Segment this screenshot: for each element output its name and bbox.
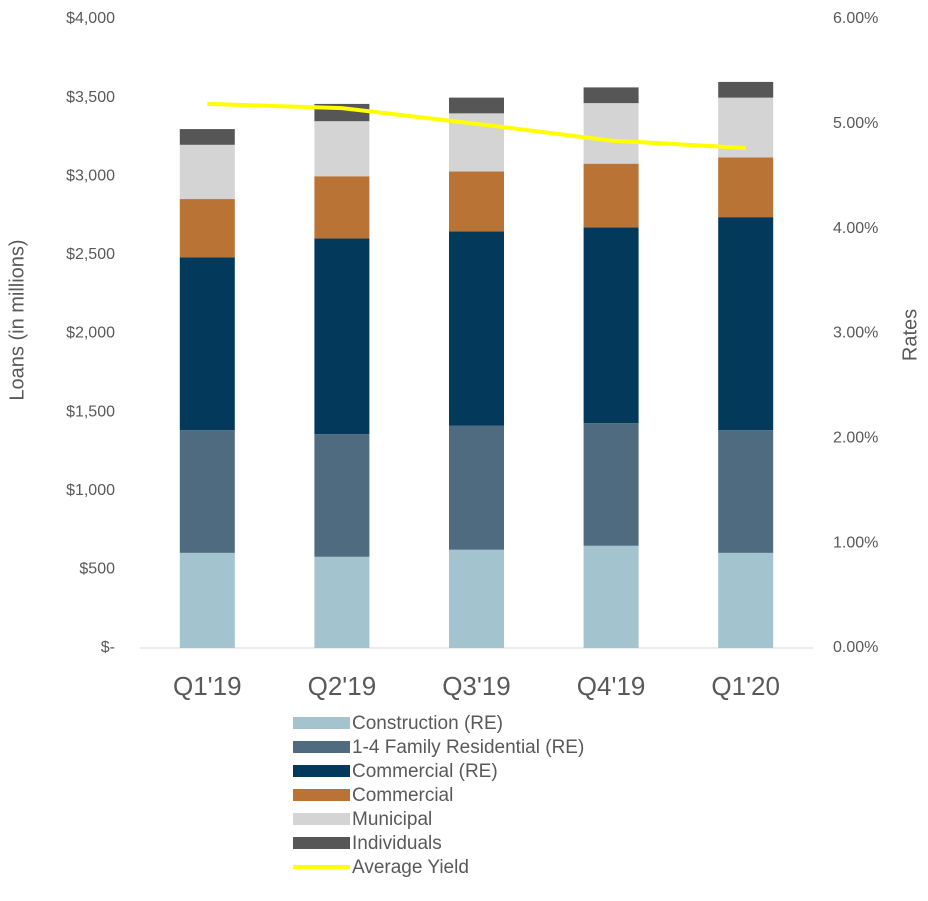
bar-segment [718, 552, 774, 648]
legend-swatch [293, 765, 350, 777]
bar-segment [314, 556, 370, 648]
y-tick-label: $4,000 [66, 10, 115, 27]
legend-label: Commercial (RE) [352, 761, 498, 782]
x-tick-label: Q4'19 [577, 671, 646, 701]
legend-label: Individuals [352, 833, 442, 854]
legend-swatch [293, 717, 350, 729]
bar-segment [583, 87, 639, 104]
y-tick-label: $1,500 [66, 403, 115, 420]
x-tick-label: Q1'20 [711, 671, 780, 701]
bar-segment [449, 231, 504, 426]
bar-segment [583, 545, 639, 648]
bar-segment [179, 129, 235, 145]
y-tick-label: $3,000 [66, 167, 115, 184]
bar-segment [179, 199, 235, 258]
x-tick-label: Q2'19 [308, 671, 377, 701]
bar-segment [449, 425, 504, 550]
legend-label: Municipal [352, 809, 432, 830]
bar-segment [314, 176, 370, 239]
bar-segment [314, 238, 370, 435]
bar-segment [314, 121, 370, 177]
bar-segment [583, 227, 639, 424]
y2-tick-label: 5.00% [833, 115, 878, 132]
bar-segment [179, 552, 235, 648]
y-tick-label: $- [101, 639, 115, 656]
bar-segment [718, 81, 774, 98]
y-tick-label: $500 [79, 561, 115, 578]
y-tick-label: $2,500 [66, 246, 115, 263]
y2-tick-label: 0.00% [833, 639, 878, 656]
bar-segment [314, 434, 370, 557]
y-tick-label: $1,000 [66, 482, 115, 499]
bar-segment [449, 549, 504, 648]
y2-axis-title: Rates [899, 309, 921, 361]
legend-swatch [293, 789, 350, 801]
legend-swatch [293, 741, 350, 753]
legend-label: Commercial [352, 785, 453, 806]
y-axis-title: Loans (in millions) [6, 239, 28, 400]
y2-tick-label: 3.00% [833, 325, 878, 342]
y-tick-label: $2,000 [66, 325, 115, 342]
y2-tick-label: 2.00% [833, 430, 878, 447]
bar-segment [583, 423, 639, 546]
legend-swatch [293, 813, 350, 825]
bar-segment [583, 103, 639, 164]
bar-segment [449, 171, 504, 232]
y-tick-label: $3,500 [66, 89, 115, 106]
legend-label: 1-4 Family Residential (RE) [352, 737, 584, 758]
y2-tick-label: 6.00% [833, 10, 878, 27]
x-tick-label: Q3'19 [442, 671, 511, 701]
bar-segment [179, 257, 235, 431]
bar-segment [449, 97, 504, 114]
bar-segment [718, 217, 774, 431]
x-tick-label: Q1'19 [173, 671, 242, 701]
legend-label: Average Yield [352, 857, 469, 878]
bar-segment [583, 163, 639, 228]
legend-label: Construction (RE) [352, 713, 503, 734]
yield-line [207, 101, 746, 150]
y2-tick-label: 1.00% [833, 534, 878, 551]
bar-segment [179, 430, 235, 553]
bar-segment [718, 430, 774, 553]
y2-tick-label: 4.00% [833, 220, 878, 237]
bar-segment [179, 144, 235, 200]
bar-segment [718, 157, 774, 218]
legend-swatch [293, 837, 350, 849]
